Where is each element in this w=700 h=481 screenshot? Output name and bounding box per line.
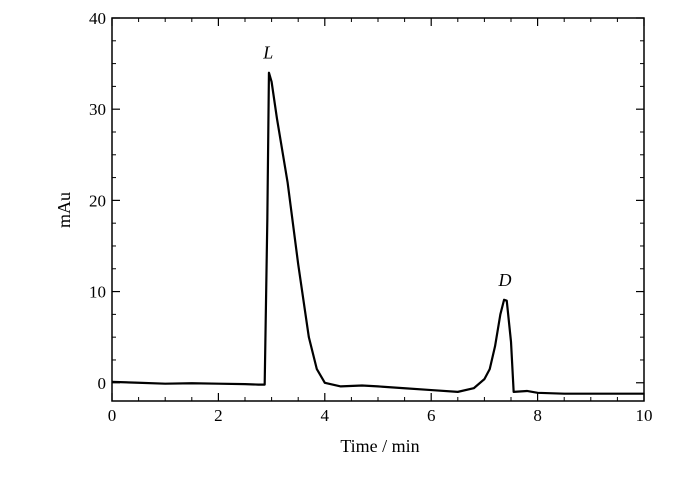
x-tick-label: 4 [321, 406, 330, 425]
x-tick-label: 10 [636, 406, 653, 425]
y-tick-label: 0 [98, 374, 107, 393]
y-tick-label: 40 [89, 9, 106, 28]
plot-frame [111, 17, 645, 402]
peak-label-l: L [262, 43, 273, 63]
x-tick-label: 2 [214, 406, 223, 425]
x-tick-label: 8 [533, 406, 542, 425]
y-axis-title: mAu [54, 192, 74, 228]
x-tick-label: 0 [108, 406, 117, 425]
x-axis-title: Time / min [340, 436, 419, 456]
y-tick-label: 30 [89, 100, 106, 119]
y-tick-label: 20 [89, 191, 106, 210]
x-tick-label: 6 [427, 406, 436, 425]
peak-label-d: D [498, 270, 512, 290]
chromatogram-trace [111, 71, 644, 395]
y-tick-label: 10 [89, 283, 106, 302]
